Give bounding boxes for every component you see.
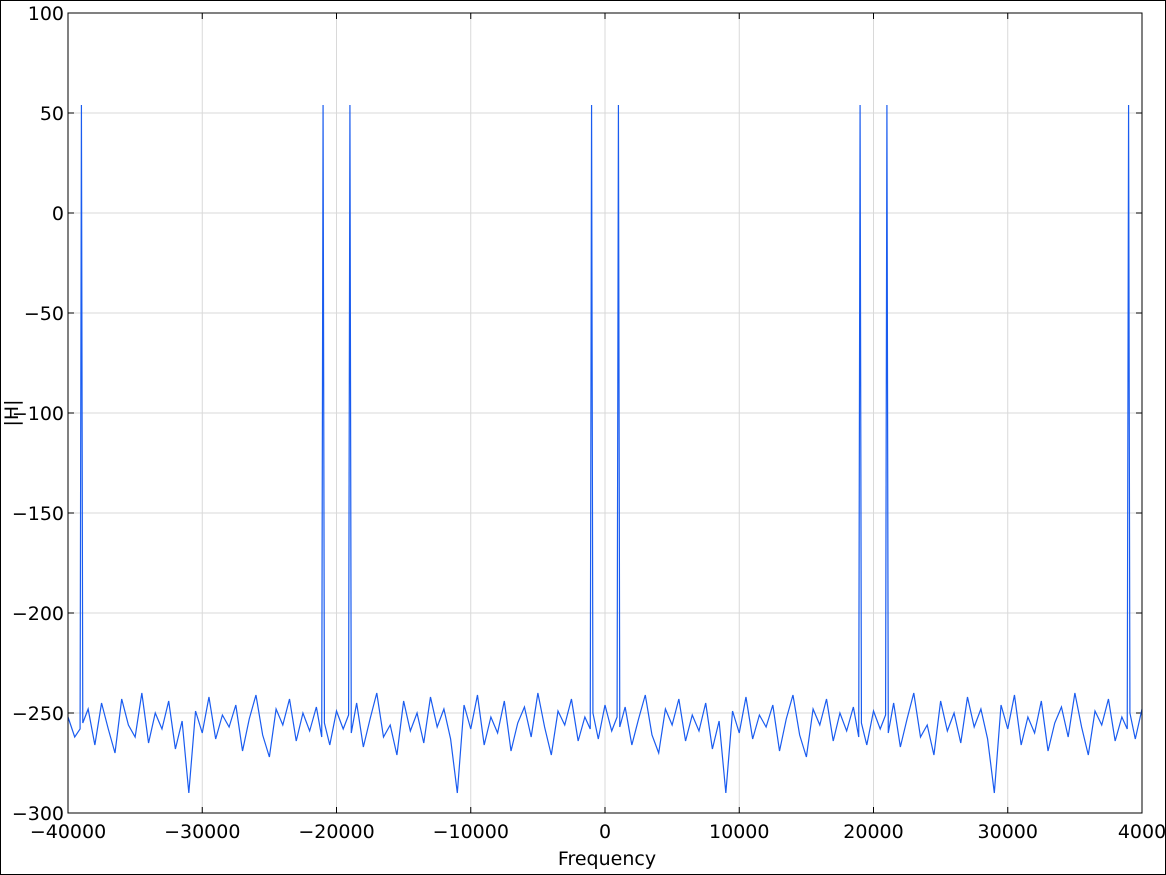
y-tick-label: −100 (12, 403, 64, 425)
y-tick-label: 50 (40, 103, 64, 125)
y-tick-label: −50 (24, 303, 64, 325)
y-tick-label: −300 (12, 803, 64, 825)
y-tick-label: −250 (12, 703, 64, 725)
x-tick-label: 30000 (978, 821, 1038, 843)
x-axis-label: Frequency (558, 848, 656, 870)
x-tick-label: 20000 (843, 821, 903, 843)
x-tick-label: −10000 (433, 821, 509, 843)
plot-frame (67, 12, 1143, 814)
x-tick-label: 4000 (1118, 821, 1166, 843)
y-axis-label: |H| (1, 399, 23, 426)
x-tick-label: −20000 (298, 821, 374, 843)
x-tick-label: −40000 (30, 821, 106, 843)
y-tick-label: 0 (52, 203, 64, 225)
y-tick-label: −150 (12, 503, 64, 525)
x-tick-label: 0 (599, 821, 611, 843)
y-tick-label: −200 (12, 603, 64, 625)
y-tick-label: 100 (28, 3, 64, 25)
series-line (67, 104, 1143, 794)
x-tick-label: −30000 (164, 821, 240, 843)
x-tick-label: 10000 (709, 821, 769, 843)
